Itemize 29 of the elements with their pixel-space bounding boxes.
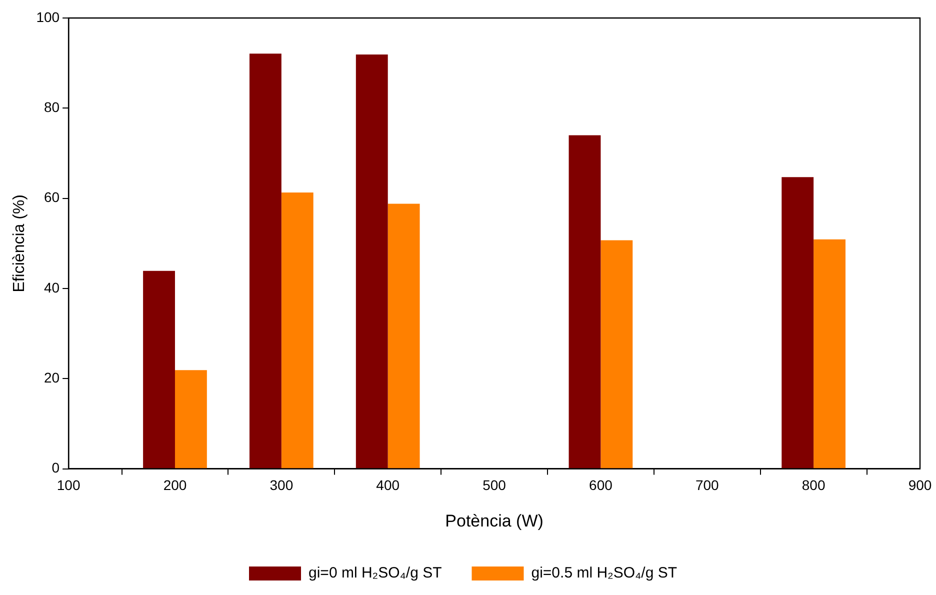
bar — [174, 370, 207, 468]
y-tick-label: 60 — [44, 189, 60, 206]
x-tick-label: 200 — [163, 477, 187, 494]
legend-label: gi=0 ml H₂SO₄/g ST — [308, 564, 442, 582]
bar — [281, 192, 314, 468]
bar — [388, 204, 420, 468]
x-tick-label: 900 — [908, 477, 932, 494]
bar — [782, 177, 814, 468]
bar — [143, 270, 175, 468]
bar — [568, 135, 601, 468]
x-tick-label: 300 — [270, 477, 294, 494]
x-tick-label: 500 — [482, 477, 506, 494]
x-tick-label: 400 — [376, 477, 400, 494]
bar — [356, 54, 388, 468]
y-tick-label: 100 — [36, 8, 60, 25]
bar — [600, 240, 633, 468]
y-tick-label: 80 — [44, 99, 60, 116]
y-axis-title: Eficiència (%) — [11, 194, 28, 292]
y-tick-label: 20 — [44, 370, 60, 386]
bar — [249, 54, 282, 468]
x-tick-label: 800 — [802, 477, 826, 494]
x-tick-label: 700 — [695, 477, 720, 494]
x-axis-title: Potència (W) — [445, 511, 544, 530]
y-tick-label: 40 — [44, 279, 60, 296]
x-tick-label: 600 — [589, 477, 613, 494]
bar — [814, 239, 846, 468]
legend-label: gi=0.5 ml H₂SO₄/g ST — [531, 564, 677, 582]
y-tick-label: 0 — [52, 460, 60, 476]
x-tick-label: 100 — [56, 477, 80, 494]
